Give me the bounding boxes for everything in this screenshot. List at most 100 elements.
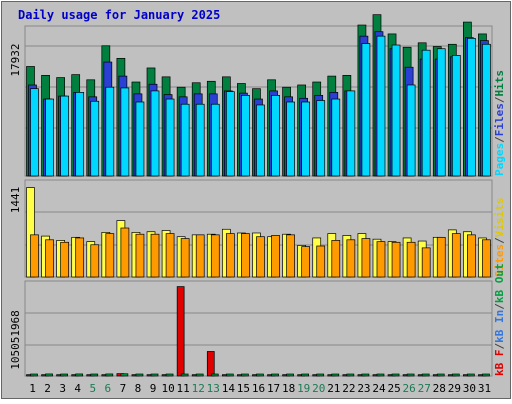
legend-entry: Files (493, 103, 506, 136)
day-tick-label: 17 (267, 382, 280, 395)
sites-bar (467, 234, 476, 278)
pages-bar (241, 94, 250, 177)
kb-out-bar (225, 373, 234, 377)
legend-entry: Visits (493, 198, 506, 238)
sites-bar (135, 233, 145, 278)
day-tick-label: 22 (342, 382, 355, 395)
pages-bar (331, 98, 341, 177)
panel-2-ymax-label: 1441 (9, 187, 22, 214)
day-tick-label: 8 (135, 382, 142, 395)
pages-bar (482, 43, 491, 177)
sites-bar (301, 246, 311, 278)
pages-bar (346, 90, 356, 177)
sites-bar (30, 234, 39, 278)
legend-entry: Hits (493, 70, 506, 97)
day-tick-label: 11 (177, 382, 190, 395)
panel-3-legend: kB F/kB In/kB Out (493, 263, 506, 376)
kb-out-bar (45, 373, 53, 377)
sites-bar (225, 233, 235, 278)
panel-3-area (24, 280, 493, 377)
pages-bar (406, 84, 416, 177)
sites-bar (286, 234, 295, 278)
kb-out-bar (346, 373, 355, 377)
kb-out-bar (180, 373, 189, 377)
pages-bar (467, 38, 476, 177)
sites-bar (361, 238, 371, 278)
pages-bar (376, 35, 386, 177)
sites-bar (436, 236, 446, 278)
kb-out-bar (256, 373, 264, 377)
panel-2-legend: Sites/Visits (493, 198, 506, 278)
panel-1-legend: Pages/Files/Hits (493, 70, 506, 176)
kb-out-bar (60, 373, 68, 377)
day-tick-label: 19 (297, 382, 310, 395)
day-tick-label: 7 (120, 382, 127, 395)
sites-bar (241, 233, 250, 278)
kb-out-bar (301, 373, 310, 377)
sites-bar (406, 241, 416, 278)
sites-bar (180, 238, 190, 278)
day-tick-label: 2 (44, 382, 51, 395)
pages-bar (90, 100, 100, 177)
kb-out-bar (436, 373, 445, 377)
day-tick-label: 24 (372, 382, 386, 395)
kb-out-bar (467, 373, 475, 377)
sites-bar (391, 241, 401, 278)
legend-entry: kB Out (493, 263, 506, 303)
legend-entry: kB In (493, 310, 506, 343)
sites-bar (376, 241, 386, 278)
pages-bar (451, 55, 461, 177)
legend-entry: / (493, 303, 506, 310)
chart-title: Daily usage for January 2025 (18, 8, 220, 22)
sites-bar (451, 233, 461, 278)
pages-bar (45, 98, 54, 177)
day-tick-label: 20 (312, 382, 325, 395)
legend-entry: Pages (493, 143, 506, 176)
legend-entry: Sites (493, 244, 506, 277)
day-tick-label: 14 (222, 382, 236, 395)
pages-bar (30, 88, 39, 177)
day-tick-label: 28 (433, 382, 446, 395)
day-tick-label: 4 (74, 382, 81, 395)
kb-out-bar (361, 373, 370, 377)
day-tick-label: 3 (59, 382, 66, 395)
sites-bar (45, 239, 54, 278)
kb-f-bar (176, 286, 185, 377)
day-tick-label: 15 (237, 382, 250, 395)
kb-out-bar (135, 373, 144, 377)
pages-bar (105, 86, 115, 177)
day-tick-label: 6 (105, 382, 112, 395)
kb-out-bar (421, 373, 430, 377)
kb-out-bar (241, 373, 249, 377)
sites-bar (75, 237, 85, 278)
pages-bar (195, 103, 205, 177)
pages-bar (165, 98, 175, 177)
day-tick-label: 13 (207, 382, 220, 395)
kb-out-bar (331, 373, 340, 377)
pages-bar (271, 94, 280, 177)
pages-bar (391, 44, 401, 177)
day-tick-label: 30 (463, 382, 476, 395)
kb-out-bar (90, 373, 99, 377)
sites-bar (421, 247, 431, 278)
sites-bar (105, 233, 115, 278)
kb-out-bar (105, 373, 114, 377)
pages-bar (75, 92, 85, 177)
sites-bar (346, 239, 356, 278)
kb-out-bar (482, 373, 490, 377)
kb-out-bar (30, 373, 38, 377)
sites-bar (271, 235, 280, 278)
sites-bar (256, 236, 265, 278)
day-tick-label: 9 (150, 382, 157, 395)
legend-entry: kB F (493, 350, 506, 377)
sites-bar (150, 233, 160, 278)
sites-bar (60, 241, 69, 278)
day-tick-label: 5 (89, 382, 96, 395)
kb-f-bar (206, 351, 215, 377)
sites-bar (195, 234, 205, 278)
kb-out-bar (75, 373, 84, 377)
kb-out-bar (150, 373, 159, 377)
pages-bar (286, 101, 295, 177)
day-tick-label: 1 (29, 382, 36, 395)
